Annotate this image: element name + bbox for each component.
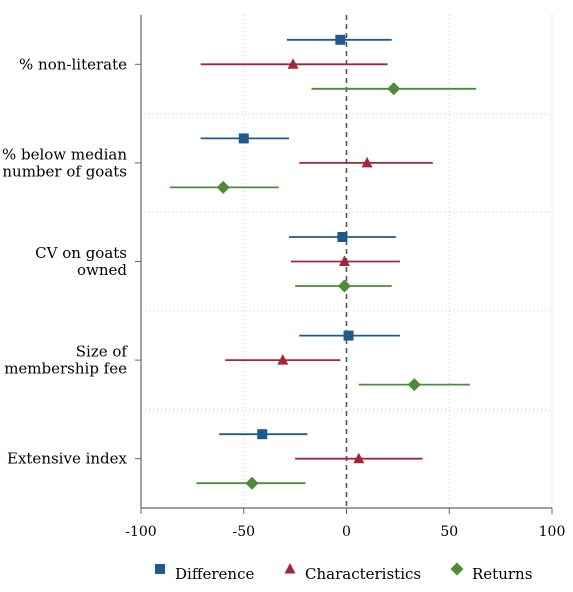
legend-difference-label: Difference <box>175 565 254 583</box>
returns-marker <box>245 476 259 490</box>
x-tick-label: 50 <box>440 524 458 540</box>
category-label: % non-literate <box>19 55 127 73</box>
x-tick-label: 0 <box>342 524 351 540</box>
marker-layer <box>216 34 421 490</box>
category-label: Size of <box>76 343 129 361</box>
difference-marker <box>238 133 249 144</box>
x-tick-label: -100 <box>125 524 156 540</box>
axis-layer: -100 -50 0 50 100 <box>125 15 565 540</box>
difference-marker <box>257 429 268 440</box>
characteristics-marker <box>338 255 350 266</box>
category-label: % below median <box>2 145 127 163</box>
returns-marker <box>387 82 401 96</box>
characteristics-marker <box>287 58 299 69</box>
x-tick-label: 100 <box>539 524 566 540</box>
characteristics-marker <box>361 156 373 168</box>
category-label: Extensive index <box>7 450 128 468</box>
category-label: owned <box>77 261 127 279</box>
legend-characteristics-marker <box>284 563 296 574</box>
difference-marker <box>343 330 354 341</box>
legend-characteristics-label: Characteristics <box>305 565 421 583</box>
category-label: number of goats <box>2 162 127 180</box>
legend-returns-marker <box>450 562 464 576</box>
category-label: membership fee <box>4 360 127 378</box>
characteristics-marker <box>277 354 289 365</box>
category-label: CV on goats <box>35 244 127 262</box>
difference-marker <box>335 34 346 45</box>
grid-layer <box>140 15 553 508</box>
difference-marker <box>337 232 348 242</box>
x-tick-label: -50 <box>232 524 255 540</box>
confidence-interval-layer <box>169 38 476 485</box>
returns-marker <box>407 378 421 392</box>
returns-marker <box>337 279 351 293</box>
returns-marker <box>216 180 230 194</box>
legend: Difference Characteristics Returns <box>155 562 532 583</box>
legend-difference-marker <box>155 564 165 574</box>
legend-returns-label: Returns <box>472 565 532 583</box>
characteristics-marker <box>353 452 365 464</box>
